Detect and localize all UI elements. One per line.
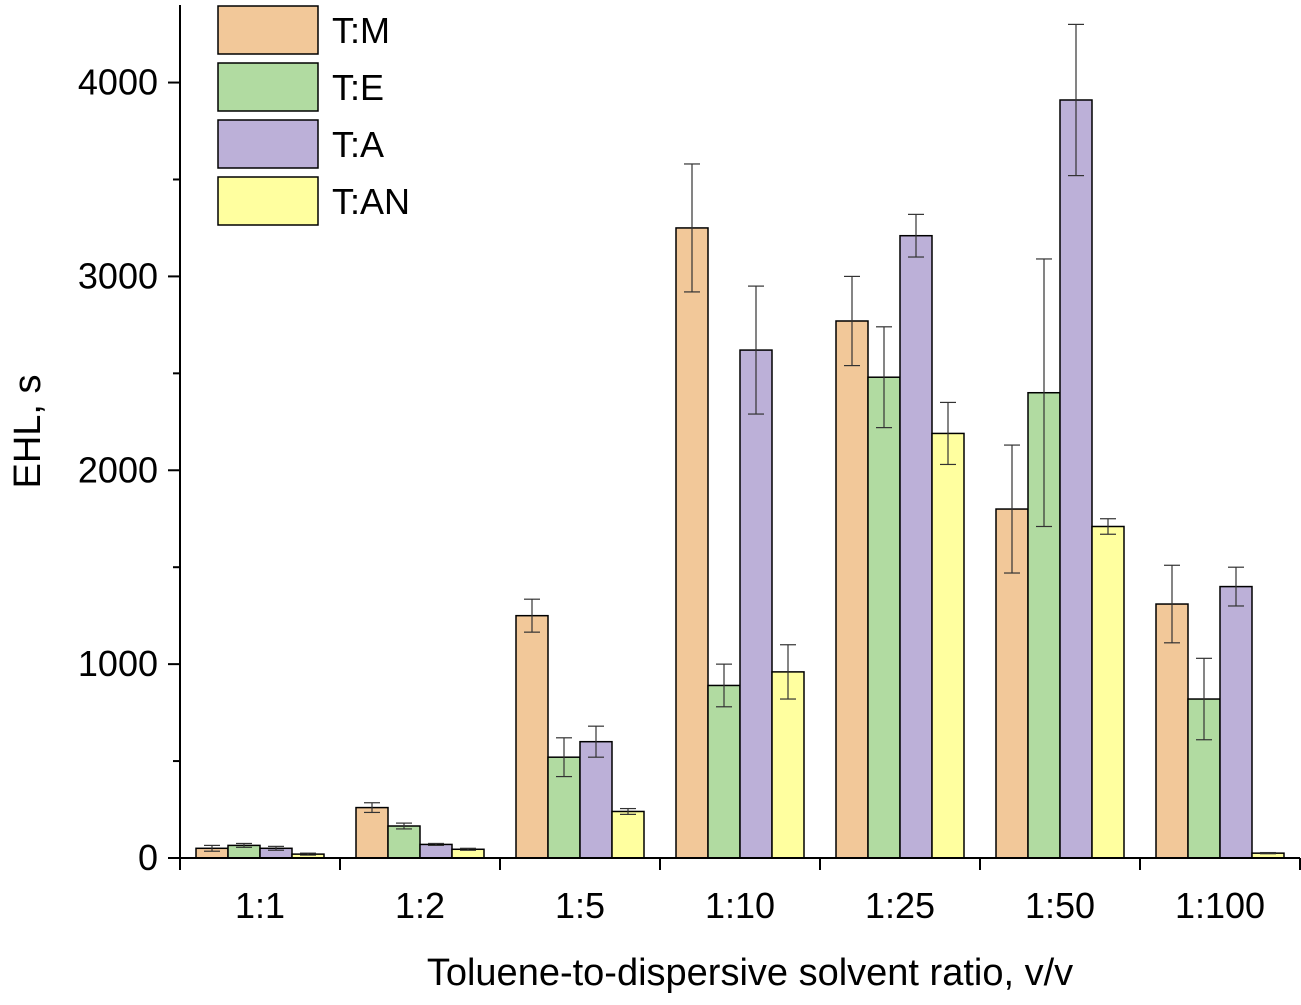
legend-label-t-m: T:M — [332, 10, 390, 51]
bar-t-m-1-5 — [515, 614, 549, 859]
x-tick-label-1-1: 1:1 — [235, 885, 285, 926]
bar-t-e-1-10 — [707, 684, 741, 859]
bar-t-a-1-10 — [739, 349, 773, 859]
legend-swatch-t-e — [217, 62, 319, 112]
legend-label-t-an: T:AN — [332, 181, 410, 222]
y-tick-label-4000: 4000 — [78, 62, 158, 103]
bar-t-m-1-2 — [355, 806, 389, 859]
bar-t-a-1-25 — [899, 234, 933, 859]
legend-label-t-e: T:E — [332, 67, 384, 108]
legend: T:M T:E T:A T:AN — [217, 5, 410, 226]
bar-t-an-1-25 — [931, 432, 965, 859]
bar-t-a-1-5 — [579, 740, 613, 859]
x-tick-label-1-5: 1:5 — [555, 885, 605, 926]
x-tick-label-1-50: 1:50 — [1025, 885, 1095, 926]
y-tick-label-3000: 3000 — [78, 255, 158, 296]
bar-t-an-1-50 — [1091, 525, 1125, 859]
x-axis-title: Toluene-to-dispersive solvent ratio, v/v — [427, 952, 1073, 994]
bar-t-a-1-2 — [419, 843, 453, 859]
bar-t-an-1-10 — [771, 671, 805, 859]
bar-t-a-1-100 — [1219, 585, 1253, 859]
x-tick-label-1-25: 1:25 — [865, 885, 935, 926]
y-tick-label-1000: 1000 — [78, 643, 158, 684]
error-bars-layer — [204, 23, 1276, 856]
y-tick-label-2000: 2000 — [78, 449, 158, 490]
y-tick-label-0: 0 — [138, 837, 158, 878]
y-axis-title: EHL, s — [7, 374, 49, 488]
x-tick-label-1-2: 1:2 — [395, 885, 445, 926]
bar-t-m-1-25 — [835, 320, 869, 859]
legend-swatch-t-a — [217, 119, 319, 169]
bar-t-e-1-2 — [387, 825, 421, 859]
bar-t-e-1-25 — [867, 376, 901, 859]
x-tick-label-1-10: 1:10 — [705, 885, 775, 926]
x-tick-label-1-100: 1:100 — [1175, 885, 1265, 926]
legend-swatch-t-an — [217, 176, 319, 226]
bar-t-m-1-10 — [675, 227, 709, 859]
legend-label-t-a: T:A — [332, 124, 384, 165]
bar-t-a-1-50 — [1059, 99, 1093, 859]
axes-layer: 0 1000 2000 3000 4000 1:1 1:2 1:5 1:10 1:25 1:50 1:… — [78, 5, 1301, 926]
legend-swatch-t-m — [217, 5, 319, 55]
bar-t-an-1-5 — [611, 810, 645, 859]
